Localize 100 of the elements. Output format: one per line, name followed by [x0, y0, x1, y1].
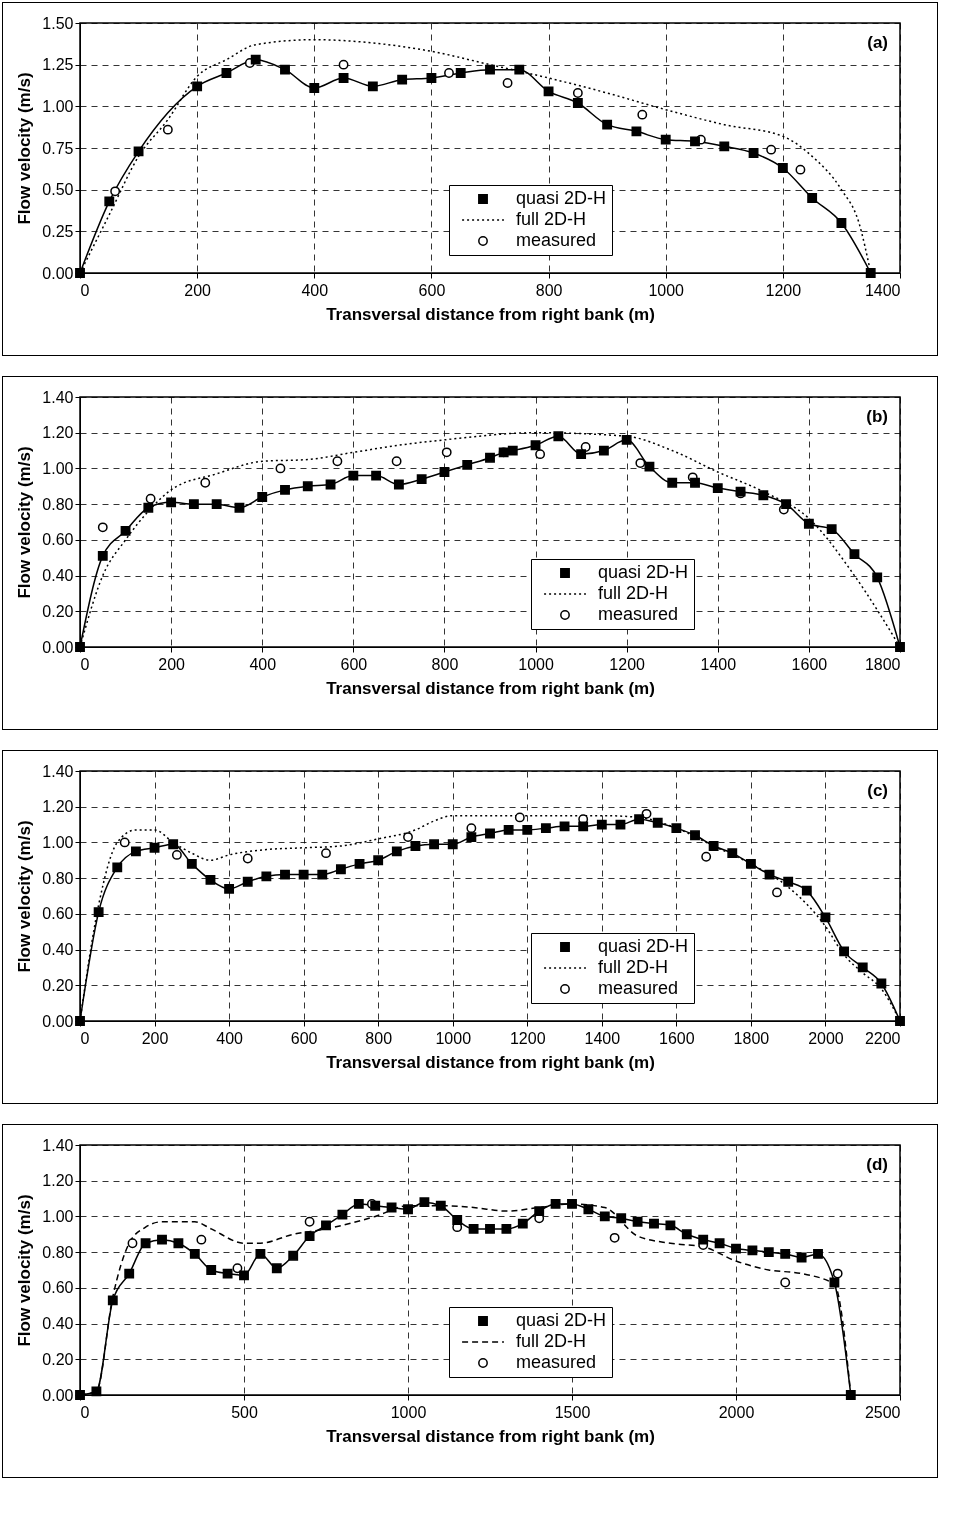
- point: [337, 1209, 348, 1220]
- x-tick-label: 800: [365, 1029, 393, 1047]
- point: [826, 524, 837, 535]
- y-tick-label: 0.80: [42, 869, 74, 887]
- x-tick-label: 0: [80, 281, 90, 299]
- y-tick-label: 1.00: [42, 833, 74, 851]
- x-tick-label: 800: [431, 655, 459, 673]
- point: [97, 551, 108, 561]
- point: [206, 1265, 217, 1275]
- x-tick-label: 0: [80, 1403, 90, 1421]
- point: [727, 848, 738, 859]
- y-tick-label: 0.20: [42, 976, 74, 994]
- point: [649, 1218, 659, 1229]
- point: [93, 907, 104, 918]
- point: [275, 463, 286, 474]
- point: [772, 887, 782, 898]
- point: [373, 855, 384, 866]
- point: [386, 1202, 397, 1213]
- point: [348, 470, 359, 481]
- point: [403, 1204, 413, 1215]
- point: [166, 497, 177, 508]
- point: [317, 869, 328, 880]
- x-axis-title: Transversal distance from right bank (m): [326, 1426, 655, 1446]
- y-tick-label: 0.80: [42, 495, 74, 513]
- point: [466, 823, 477, 834]
- point: [485, 828, 495, 839]
- point: [149, 842, 160, 853]
- x-tick-label: 200: [184, 281, 212, 299]
- x-tick-label: 1000: [648, 281, 685, 299]
- x-tick-label: 1000: [518, 655, 554, 673]
- point: [714, 1238, 725, 1249]
- point: [708, 841, 719, 851]
- point: [133, 146, 144, 157]
- y-tick-label: 0.60: [42, 1279, 74, 1297]
- point: [371, 470, 382, 481]
- x-tick-label: 1200: [765, 281, 802, 299]
- point: [332, 456, 343, 467]
- point: [895, 1016, 905, 1026]
- point: [75, 268, 85, 278]
- point: [224, 883, 235, 894]
- legend-label: full 2D-H: [516, 1331, 587, 1351]
- point: [872, 572, 883, 583]
- point: [745, 858, 756, 869]
- point: [578, 821, 589, 832]
- y-tick-label: 0.40: [42, 941, 74, 959]
- x-tick-label: 2500: [864, 1403, 901, 1421]
- point: [690, 477, 700, 488]
- x-tick-label: 1800: [733, 1029, 770, 1047]
- x-tick-label: 1400: [700, 655, 737, 673]
- point: [232, 1263, 243, 1274]
- point: [91, 1386, 102, 1397]
- point: [701, 851, 712, 862]
- x-tick-label: 600: [340, 655, 368, 673]
- point: [104, 196, 115, 207]
- point: [429, 839, 440, 850]
- point: [97, 522, 108, 533]
- x-axis-title: Transversal distance from right bank (m): [326, 304, 655, 324]
- legend-label: full 2D-H: [516, 209, 587, 229]
- point: [865, 268, 876, 278]
- point: [522, 825, 533, 835]
- x-tick-label: 400: [301, 281, 329, 299]
- point: [719, 141, 730, 152]
- x-tick-label: 400: [249, 655, 277, 673]
- point: [615, 819, 626, 830]
- point: [462, 459, 473, 470]
- point: [130, 846, 141, 857]
- x-tick-label: 0: [80, 655, 90, 673]
- point: [393, 479, 404, 490]
- point: [140, 1238, 151, 1249]
- y-axis-title: Flow velocity (m/s): [15, 820, 35, 973]
- point: [596, 819, 607, 830]
- x-tick-label: 1000: [390, 1403, 427, 1421]
- legend-label: full 2D-H: [598, 957, 669, 977]
- point: [543, 86, 554, 97]
- point: [221, 68, 232, 78]
- point: [321, 1220, 331, 1231]
- point: [690, 830, 700, 841]
- x-tick-label: 600: [418, 281, 446, 299]
- point: [391, 456, 402, 467]
- y-tick-label: 0.80: [42, 1243, 74, 1261]
- annotation: (c): [867, 781, 888, 800]
- x-axis-title: Transversal distance from right bank (m): [326, 678, 655, 698]
- point: [75, 642, 85, 652]
- point: [801, 885, 812, 896]
- x-tick-label: 400: [216, 1029, 244, 1047]
- point: [173, 1238, 184, 1249]
- point: [261, 871, 272, 882]
- y-tick-label: 1.20: [42, 424, 74, 442]
- point: [609, 1232, 620, 1243]
- point: [171, 850, 182, 860]
- point: [796, 1252, 807, 1263]
- point: [447, 839, 458, 850]
- x-tick-label: 0: [80, 1029, 90, 1047]
- point: [397, 74, 408, 85]
- y-tick-label: 0.50: [42, 181, 74, 199]
- point: [540, 823, 551, 834]
- y-tick-label: 0.20: [42, 1350, 74, 1368]
- annotation: (b): [866, 407, 888, 426]
- legend-label: full 2D-H: [598, 583, 669, 603]
- legend-label: quasi 2D-H: [516, 1310, 607, 1330]
